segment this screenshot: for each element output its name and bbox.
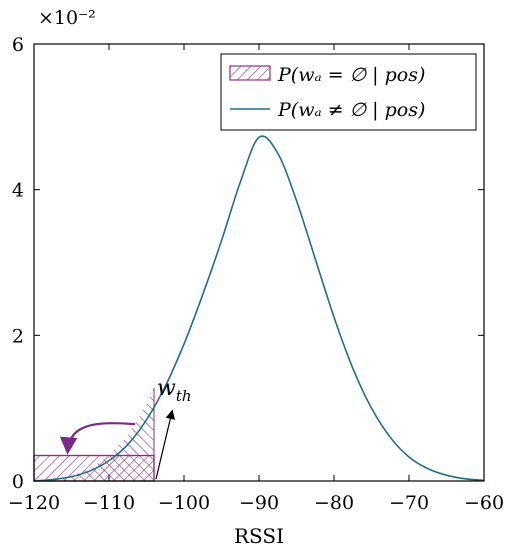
y-scale-label: ×10⁻² <box>38 7 96 29</box>
threshold-arrow <box>155 409 176 480</box>
y-tick-label: 2 <box>12 325 24 347</box>
y-tick-label: 4 <box>12 180 24 202</box>
y-tick-label: 6 <box>12 34 24 56</box>
x-axis-label: RSSI <box>234 524 284 548</box>
x-tick-label: −120 <box>8 492 60 514</box>
x-tick-label: −80 <box>314 492 354 514</box>
threshold-label: wth <box>157 376 192 405</box>
annotation-layer: wth <box>59 376 192 480</box>
x-tick-label: −100 <box>158 492 210 514</box>
ticks-layer: −120 −110 −100 −90 −80 −70 −60 0 2 4 6 <box>8 34 504 514</box>
threshold-label-main: w <box>157 376 176 401</box>
legend-swatch-hatched <box>229 65 271 81</box>
redistribution-arrow <box>59 422 136 455</box>
legend-entry-0: P(wₐ = ∅ | pos) <box>277 64 425 86</box>
legend-entry-1: P(wₐ ≠ ∅ | pos) <box>277 99 425 121</box>
x-tick-label: −70 <box>389 492 429 514</box>
series-layer <box>33 135 485 482</box>
x-tick-label: −60 <box>464 492 504 514</box>
legend: P(wₐ = ∅ | pos) P(wₐ ≠ ∅ | pos) <box>220 53 477 131</box>
threshold-label-sub: th <box>176 387 192 405</box>
series-line-nonempty <box>33 135 485 482</box>
x-tick-label: −110 <box>83 492 135 514</box>
x-tick-label: −90 <box>239 492 279 514</box>
y-tick-label: 0 <box>12 471 24 493</box>
